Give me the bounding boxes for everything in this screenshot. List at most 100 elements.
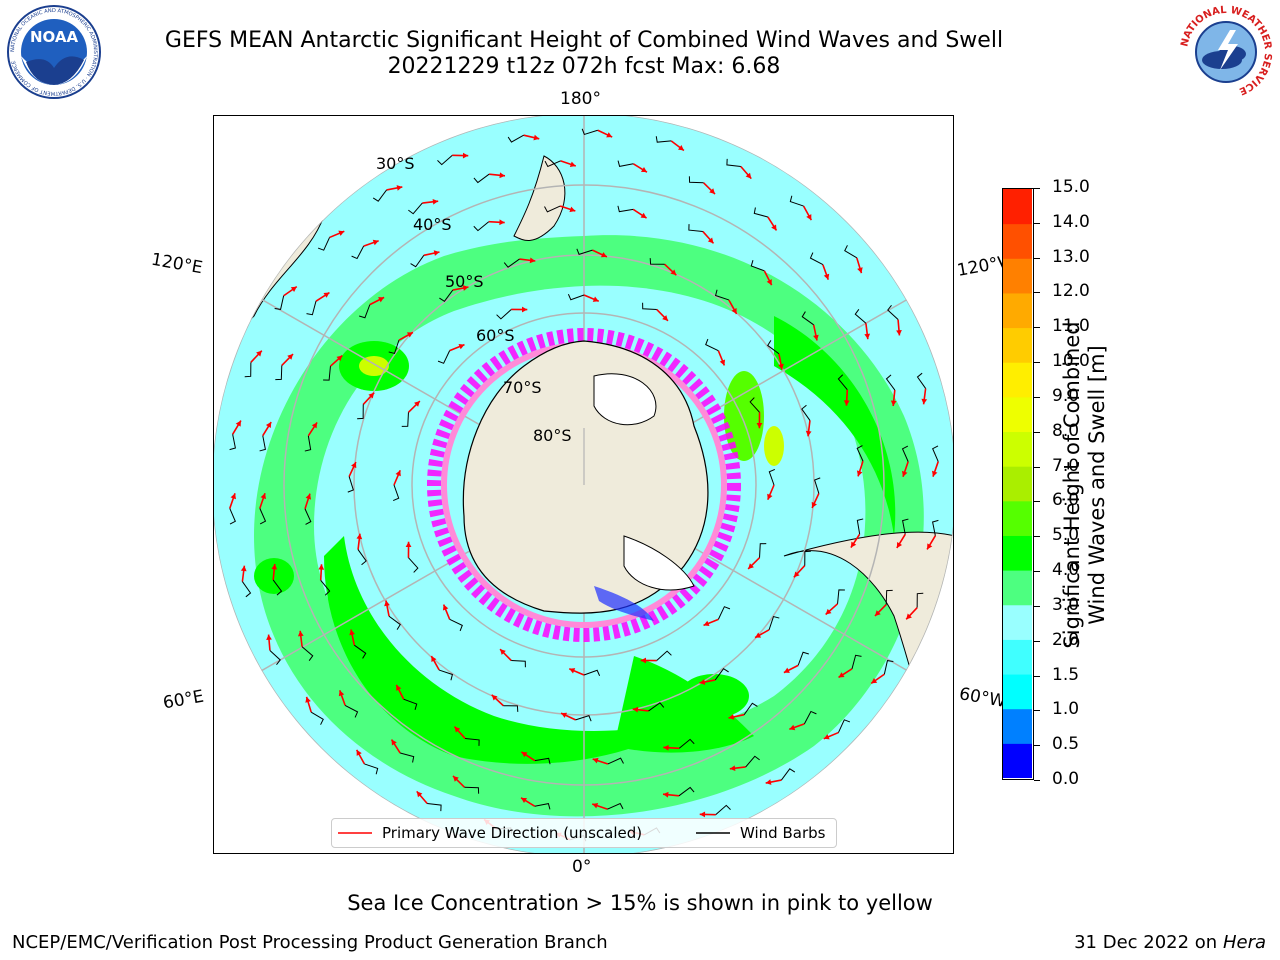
swell-zone-4m-west <box>774 316 896 536</box>
wave-arrow-head <box>416 791 423 798</box>
wave-arrow-head <box>311 422 318 429</box>
colorbar-swatch <box>1003 327 1032 363</box>
wind-barb <box>688 224 703 232</box>
wind-barb <box>496 309 512 320</box>
wave-arrow-head <box>442 604 449 611</box>
wind-barb <box>932 445 939 462</box>
wave-arrow-head <box>338 690 345 697</box>
polar-map: 30°S 40°S 50°S 60°S 70°S 80°S <box>214 116 953 853</box>
wind-barb <box>388 615 401 630</box>
wind-barb <box>241 581 252 598</box>
wind-barb <box>310 711 324 725</box>
wind-barb <box>359 304 371 319</box>
wind-barb <box>259 508 267 525</box>
wind-barb <box>576 248 593 255</box>
wind-barb <box>583 669 601 677</box>
colorbar-tick-label: 1.0 <box>1052 699 1080 720</box>
colorbar-tick-label: 12.0 <box>1052 281 1090 302</box>
wave-arrow-head <box>871 678 878 684</box>
wind-barb <box>410 255 425 268</box>
legend-wind-label: Wind Barbs <box>740 824 826 842</box>
wind-barb <box>544 205 561 213</box>
wave-arrow-head <box>378 297 385 303</box>
wave-arrow-head <box>699 679 706 685</box>
wave-arrow-head <box>778 363 784 370</box>
wind-barb <box>688 176 704 184</box>
colorbar-swatch <box>1003 743 1032 779</box>
wave-arrow-head <box>569 161 576 168</box>
wave-arrow-head <box>338 230 345 236</box>
wave-arrow-head <box>707 237 714 244</box>
colorbar-tick-mark <box>1034 605 1040 607</box>
wind-barb <box>753 207 768 218</box>
wind-barb <box>351 245 365 260</box>
wave-arrow-head <box>265 422 272 429</box>
wave-arrow-head <box>709 188 715 195</box>
wave-arrow-head <box>432 198 439 205</box>
colorbar-title: Significant Height of Combined Wind Wave… <box>1060 321 1110 648</box>
colorbar-swatch <box>1003 431 1032 467</box>
colorbar-tick-label: 11.0 <box>1052 316 1090 337</box>
lon-label-60e: 60°E <box>161 686 206 714</box>
wind-barb <box>354 644 367 659</box>
land-new-zealand <box>513 155 566 241</box>
colorbar-tick-mark <box>1034 257 1040 259</box>
wind-barb <box>856 445 864 462</box>
colorbar-swatch <box>1003 708 1032 744</box>
wave-arrow-head <box>850 541 857 548</box>
wind-barb <box>304 435 312 452</box>
wave-arrow-head <box>462 152 469 159</box>
lon-label-60w: 60°W <box>957 684 1008 712</box>
wave-arrow-head <box>305 493 312 500</box>
wind-barb <box>269 650 281 665</box>
wave-arrow-head <box>729 765 736 772</box>
wave-arrow-head <box>230 493 237 500</box>
wind-barb <box>678 786 695 797</box>
colorbar-tick-mark <box>1034 571 1040 573</box>
wind-barb <box>804 550 811 566</box>
colorbar-title-line1: Significant Height of Combined <box>1060 321 1084 649</box>
lat-label-80s: 80°S <box>533 426 572 445</box>
colorbar-tick-label: 15.0 <box>1052 177 1090 197</box>
wind-barb <box>581 128 598 136</box>
wind-barb <box>507 134 524 143</box>
wave-arrow-head <box>906 613 912 620</box>
wind-barb <box>837 589 845 604</box>
footer-branch: NCEP/EMC/Verification Post Processing Pr… <box>12 932 608 953</box>
wave-arrow-head <box>896 329 902 336</box>
wave-arrow-head <box>766 279 772 286</box>
colorbar <box>1002 188 1034 780</box>
wave-arrow-head <box>499 219 505 226</box>
wind-barb <box>851 654 862 669</box>
wave-arrow-head <box>569 668 576 674</box>
wave-arrow-head <box>351 462 357 469</box>
colorbar-tick-label: 0.5 <box>1052 734 1080 755</box>
wind-barb <box>856 518 864 535</box>
wave-arrow-head <box>823 734 830 740</box>
legend-wave-swatch <box>338 832 372 834</box>
footer-date-text: 31 Dec 2022 on <box>1074 932 1218 953</box>
wind-barb <box>575 715 592 722</box>
wind-barb <box>902 518 909 535</box>
colorbar-swatch <box>1003 362 1032 398</box>
wind-barb <box>437 350 451 364</box>
wave-arrow-head <box>663 744 669 751</box>
colorbar-swatch <box>1003 396 1032 433</box>
colorbar-tick-mark <box>1034 710 1040 712</box>
wave-arrow-head <box>670 269 677 276</box>
wind-barb <box>678 738 695 749</box>
wave-arrow-head <box>640 657 646 664</box>
colorbar-tick-label: 4.0 <box>1052 560 1080 581</box>
wind-barb <box>229 434 236 451</box>
wave-arrow-head <box>491 694 498 701</box>
wind-barb <box>388 339 400 355</box>
lat-labels: 30°S 40°S 50°S 60°S 70°S 80°S <box>376 154 572 445</box>
wave-arrow-head <box>632 706 639 713</box>
wind-barb <box>887 305 899 320</box>
wave-arrow-head <box>356 749 362 756</box>
ice-shelf-ross <box>593 373 657 426</box>
wind-barb <box>844 245 858 259</box>
wind-barb <box>809 252 824 266</box>
wind-barb <box>427 802 442 812</box>
wave-arrow-head <box>266 634 272 641</box>
